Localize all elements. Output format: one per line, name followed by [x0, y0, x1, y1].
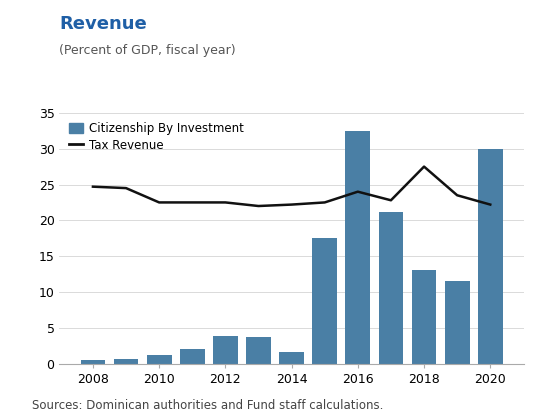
Text: Sources: Dominican authorities and Fund staff calculations.: Sources: Dominican authorities and Fund …: [32, 399, 384, 412]
Bar: [80, 360, 105, 364]
Text: (Percent of GDP, fiscal year): (Percent of GDP, fiscal year): [59, 44, 236, 57]
Bar: [379, 212, 403, 364]
Legend: Citizenship By Investment, Tax Revenue: Citizenship By Investment, Tax Revenue: [65, 119, 247, 155]
Bar: [279, 352, 304, 364]
Bar: [147, 355, 172, 364]
Bar: [113, 359, 138, 364]
Bar: [246, 337, 271, 364]
Bar: [213, 336, 238, 364]
Bar: [346, 131, 370, 364]
Bar: [478, 149, 503, 364]
Text: Revenue: Revenue: [59, 15, 147, 33]
Bar: [411, 270, 436, 364]
Bar: [312, 238, 337, 364]
Bar: [445, 281, 470, 364]
Bar: [180, 349, 205, 364]
